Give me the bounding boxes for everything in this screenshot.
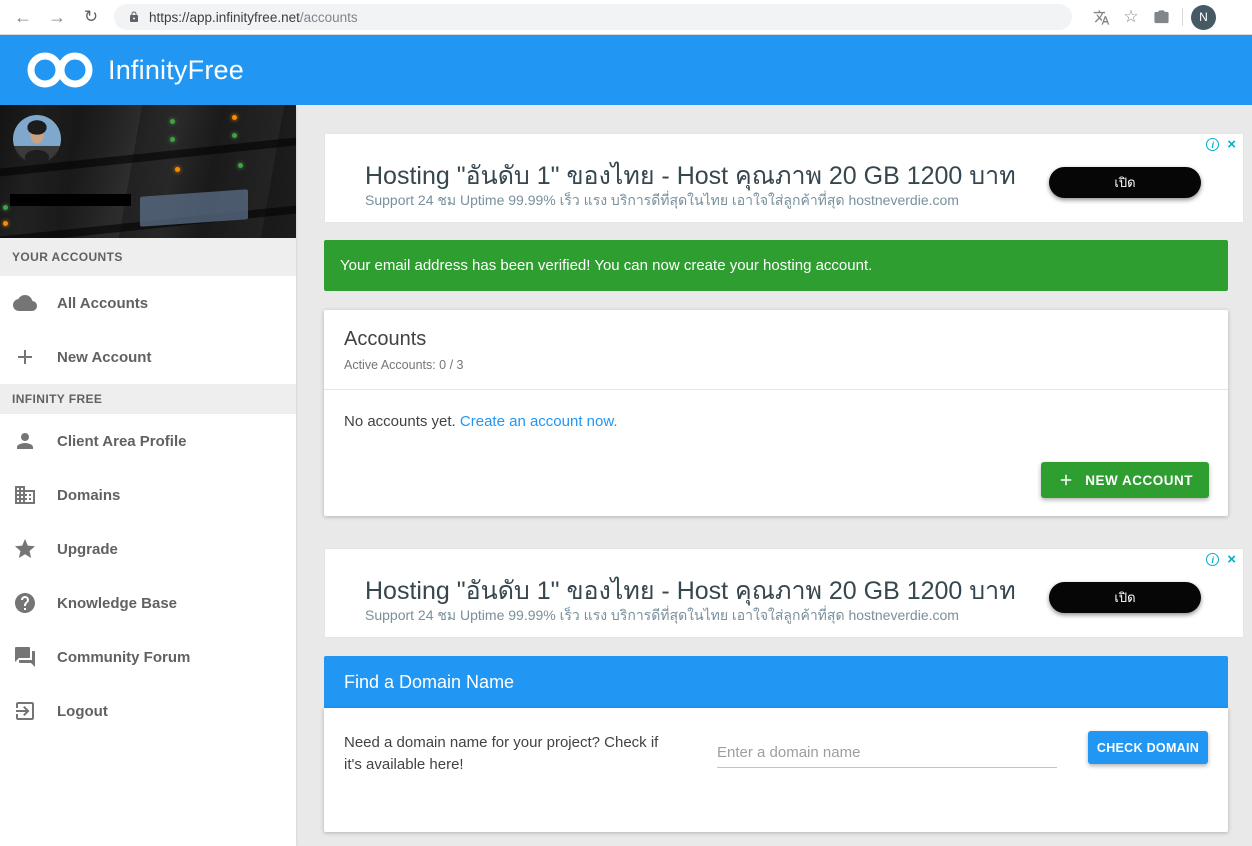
- sidebar-item-knowledge-base[interactable]: Knowledge Base: [0, 576, 296, 630]
- translate-icon[interactable]: [1086, 9, 1116, 26]
- star-glyph: ☆: [1123, 7, 1139, 26]
- sidebar-item-new-account[interactable]: New Account: [0, 330, 296, 384]
- back-icon[interactable]: ←: [14, 6, 32, 27]
- sidebar-item-domains[interactable]: Domains: [0, 468, 296, 522]
- sidebar-item-upgrade[interactable]: Upgrade: [0, 522, 296, 576]
- led-dot: [3, 221, 8, 226]
- profile-hero: [0, 105, 296, 238]
- reload-icon[interactable]: ↻: [83, 7, 99, 26]
- main-content: i × Hosting "อันดับ 1" ของไทย - Host คุณ…: [296, 105, 1252, 846]
- ad-close-icon[interactable]: ×: [1227, 551, 1236, 568]
- forward-icon[interactable]: →: [48, 6, 66, 27]
- infinityfree-logo[interactable]: InfinityFree: [26, 50, 244, 90]
- email-verified-alert: Your email address has been verified! Yo…: [324, 240, 1228, 291]
- url-path: /accounts: [299, 9, 358, 25]
- section-label: YOUR ACCOUNTS: [12, 250, 123, 264]
- sidebar-section-infinity-free: INFINITY FREE: [0, 384, 296, 414]
- check-domain-button[interactable]: CHECK DOMAIN: [1088, 731, 1208, 764]
- find-domain-title: Find a Domain Name: [344, 671, 515, 692]
- section-label: INFINITY FREE: [12, 392, 103, 406]
- adchoices-info-icon[interactable]: i: [1206, 553, 1220, 566]
- ad-title-link[interactable]: Hosting "อันดับ 1" ของไทย - Host คุณภาพ …: [365, 162, 1016, 190]
- adchoices-info-icon[interactable]: i: [1206, 138, 1220, 151]
- find-domain-description: Need a domain name for your project? Che…: [344, 734, 659, 773]
- sidebar-item-label: Knowledge Base: [57, 594, 178, 612]
- sidebar-section-your-accounts: YOUR ACCOUNTS: [0, 238, 296, 276]
- led-dot: [3, 205, 8, 210]
- accounts-card: Accounts Active Accounts: 0 / 3 No accou…: [324, 310, 1228, 516]
- ad-subtitle: Support 24 ชม Uptime 99.99% เร็ว แรง บริ…: [365, 192, 959, 208]
- cloud-icon: [13, 291, 37, 315]
- led-dot: [170, 119, 175, 124]
- ad-open-button[interactable]: เปิด: [1049, 167, 1201, 198]
- sidebar-item-label: New Account: [57, 348, 152, 366]
- alert-message: Your email address has been verified! Yo…: [340, 257, 873, 274]
- led-dot: [238, 163, 243, 168]
- led-dot: [232, 115, 237, 120]
- sidebar-item-label: Client Area Profile: [57, 432, 187, 450]
- no-accounts-text: No accounts yet. Create an account now.: [344, 413, 618, 430]
- sidebar: YOUR ACCOUNTS All Accounts New Account I…: [0, 105, 296, 846]
- forum-icon: [13, 645, 37, 669]
- led-dot: [175, 167, 180, 172]
- browser-chrome: ← → ↻ https://app.infinityfree.net/accou…: [0, 0, 1252, 35]
- sidebar-item-community-forum[interactable]: Community Forum: [0, 630, 296, 684]
- sidebar-item-label: Logout: [57, 702, 108, 720]
- star-icon: [13, 537, 37, 561]
- ad-open-button[interactable]: เปิด: [1049, 582, 1201, 613]
- sidebar-item-label: Community Forum: [57, 648, 191, 666]
- user-avatar[interactable]: [13, 115, 61, 163]
- create-account-link[interactable]: Create an account now.: [459, 413, 618, 430]
- browser-actions: ☆ N: [1086, 4, 1226, 30]
- lock-icon: [128, 11, 140, 23]
- infinity-icon: [27, 52, 93, 88]
- new-account-button[interactable]: NEW ACCOUNT: [1041, 462, 1209, 498]
- accounts-title: Accounts: [344, 328, 427, 350]
- plus-icon: [13, 345, 37, 369]
- ad-close-icon[interactable]: ×: [1227, 136, 1236, 153]
- camera-icon[interactable]: [1146, 9, 1176, 26]
- building-icon: [13, 483, 37, 507]
- adchoices: i ×: [1206, 136, 1236, 153]
- ad-title-link[interactable]: Hosting "อันดับ 1" ของไทย - Host คุณภาพ …: [365, 577, 1016, 605]
- led-dot: [232, 133, 237, 138]
- accounts-card-header: Accounts Active Accounts: 0 / 3: [324, 310, 1228, 390]
- plus-icon: [1061, 474, 1072, 486]
- sidebar-item-label: All Accounts: [57, 294, 149, 312]
- sidebar-item-label: Upgrade: [57, 540, 118, 558]
- sidebar-item-label: Domains: [57, 486, 121, 504]
- help-icon: [13, 591, 37, 615]
- find-domain-body: Need a domain name for your project? Che…: [324, 708, 1228, 832]
- find-domain-card: Find a Domain Name Need a domain name fo…: [324, 656, 1228, 832]
- sidebar-item-client-area-profile[interactable]: Client Area Profile: [0, 414, 296, 468]
- address-bar[interactable]: https://app.infinityfree.net/accounts: [114, 4, 1072, 30]
- led-dot: [170, 137, 175, 142]
- brand-name: InfinityFree: [108, 54, 244, 85]
- accounts-card-body: No accounts yet. Create an account now. …: [324, 390, 1228, 515]
- adchoices: i ×: [1206, 551, 1236, 568]
- ad-banner-top: i × Hosting "อันดับ 1" ของไทย - Host คุณ…: [324, 133, 1244, 223]
- empty-text: No accounts yet.: [344, 413, 456, 430]
- person-icon: [13, 429, 37, 453]
- server-lcd: [140, 189, 248, 227]
- browser-profile-avatar[interactable]: N: [1191, 4, 1216, 30]
- sidebar-item-logout[interactable]: Logout: [0, 684, 296, 738]
- divider: [1182, 8, 1183, 26]
- redacted-username: [10, 194, 131, 206]
- url-domain: https://app.infinityfree.net: [149, 9, 300, 25]
- domain-name-input[interactable]: [717, 738, 1057, 768]
- ad-banner-bottom: i × Hosting "อันดับ 1" ของไทย - Host คุณ…: [324, 548, 1244, 638]
- active-accounts-count: Active Accounts: 0 / 3: [344, 358, 464, 372]
- ad-subtitle: Support 24 ชม Uptime 99.99% เร็ว แรง บริ…: [365, 607, 959, 623]
- url-text: https://app.infinityfree.net/accounts: [149, 10, 358, 25]
- sidebar-item-all-accounts[interactable]: All Accounts: [0, 276, 296, 330]
- app-header: InfinityFree: [0, 35, 1252, 105]
- bookmark-star-icon[interactable]: ☆: [1116, 7, 1146, 27]
- find-domain-header: Find a Domain Name: [324, 656, 1228, 708]
- new-account-button-label: NEW ACCOUNT: [1085, 472, 1193, 488]
- logout-icon: [13, 699, 37, 723]
